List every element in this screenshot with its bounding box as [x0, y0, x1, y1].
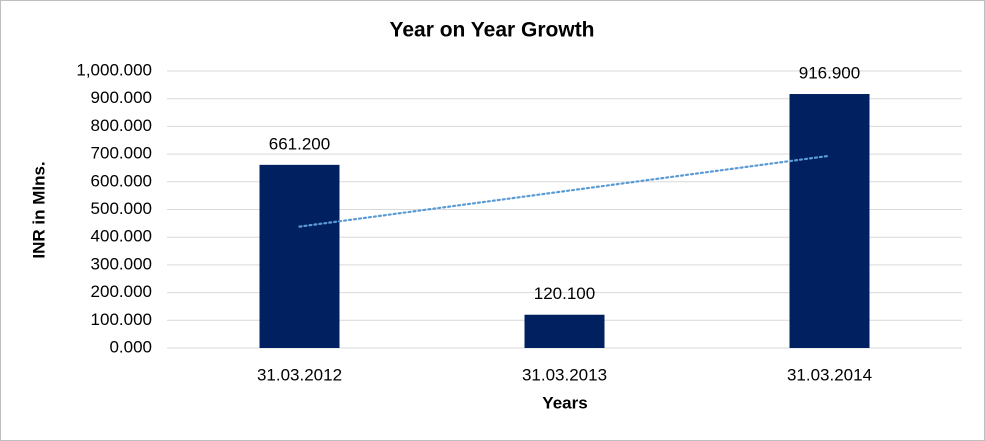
- y-tick-label: 0.000: [109, 337, 152, 356]
- data-label: 661.200: [269, 134, 330, 153]
- y-tick-label: 900.000: [91, 88, 152, 107]
- y-tick-label: 600.000: [91, 171, 152, 190]
- x-axis-title: Years: [542, 393, 587, 412]
- y-tick-label: 400.000: [91, 227, 152, 246]
- data-label: 916.900: [799, 64, 860, 83]
- bar: [524, 314, 605, 348]
- y-tick-label: 500.000: [91, 199, 152, 218]
- y-tick-label: 1,000.000: [76, 60, 152, 79]
- y-tick-label: 800.000: [91, 116, 152, 135]
- x-tick-label: 31.03.2014: [787, 365, 872, 384]
- x-tick-label: 31.03.2013: [522, 365, 607, 384]
- y-tick-label: 200.000: [91, 282, 152, 301]
- bar: [259, 164, 340, 348]
- y-tick-label: 700.000: [91, 144, 152, 163]
- y-tick-label: 100.000: [91, 310, 152, 329]
- data-label: 120.100: [534, 284, 595, 303]
- chart-title: Year on Year Growth: [389, 19, 594, 42]
- trendline: [298, 154, 831, 228]
- y-tick-label: 300.000: [91, 254, 152, 273]
- y-axis-title: INR in Mlns.: [29, 161, 48, 258]
- x-tick-label: 31.03.2012: [257, 365, 342, 384]
- bar: [789, 94, 870, 348]
